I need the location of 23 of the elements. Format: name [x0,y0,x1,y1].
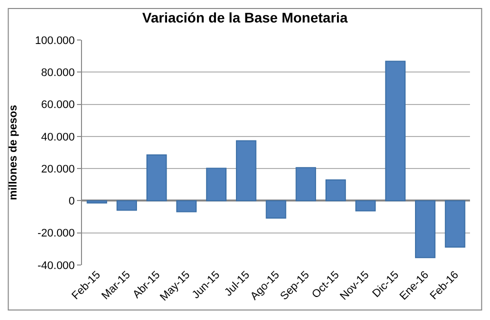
bar [206,168,227,202]
bar [86,200,108,204]
bar [176,200,197,212]
y-axis-title: millones de pesos [8,104,20,200]
y-tick-label: 80.000 [41,66,75,79]
bar [146,154,167,202]
bar [296,167,316,202]
y-tick-label: 60.000 [41,99,75,112]
y-tick-label: 0 [68,196,75,208]
y-tick-label: 100.000 [35,34,75,47]
y-tick-label: 40.000 [41,131,75,144]
bar [325,179,346,202]
bar [266,200,286,219]
bar [236,140,256,202]
bar [415,200,436,258]
y-tick-label: -20.000 [37,228,75,240]
chart-title: Variación de la Base Monetaria [142,10,348,26]
bar [444,200,466,248]
bar [385,60,406,202]
y-tick-label: 20.000 [41,163,75,176]
bar [116,200,137,211]
bar [355,200,376,212]
y-tick-label: -40.000 [37,260,75,272]
